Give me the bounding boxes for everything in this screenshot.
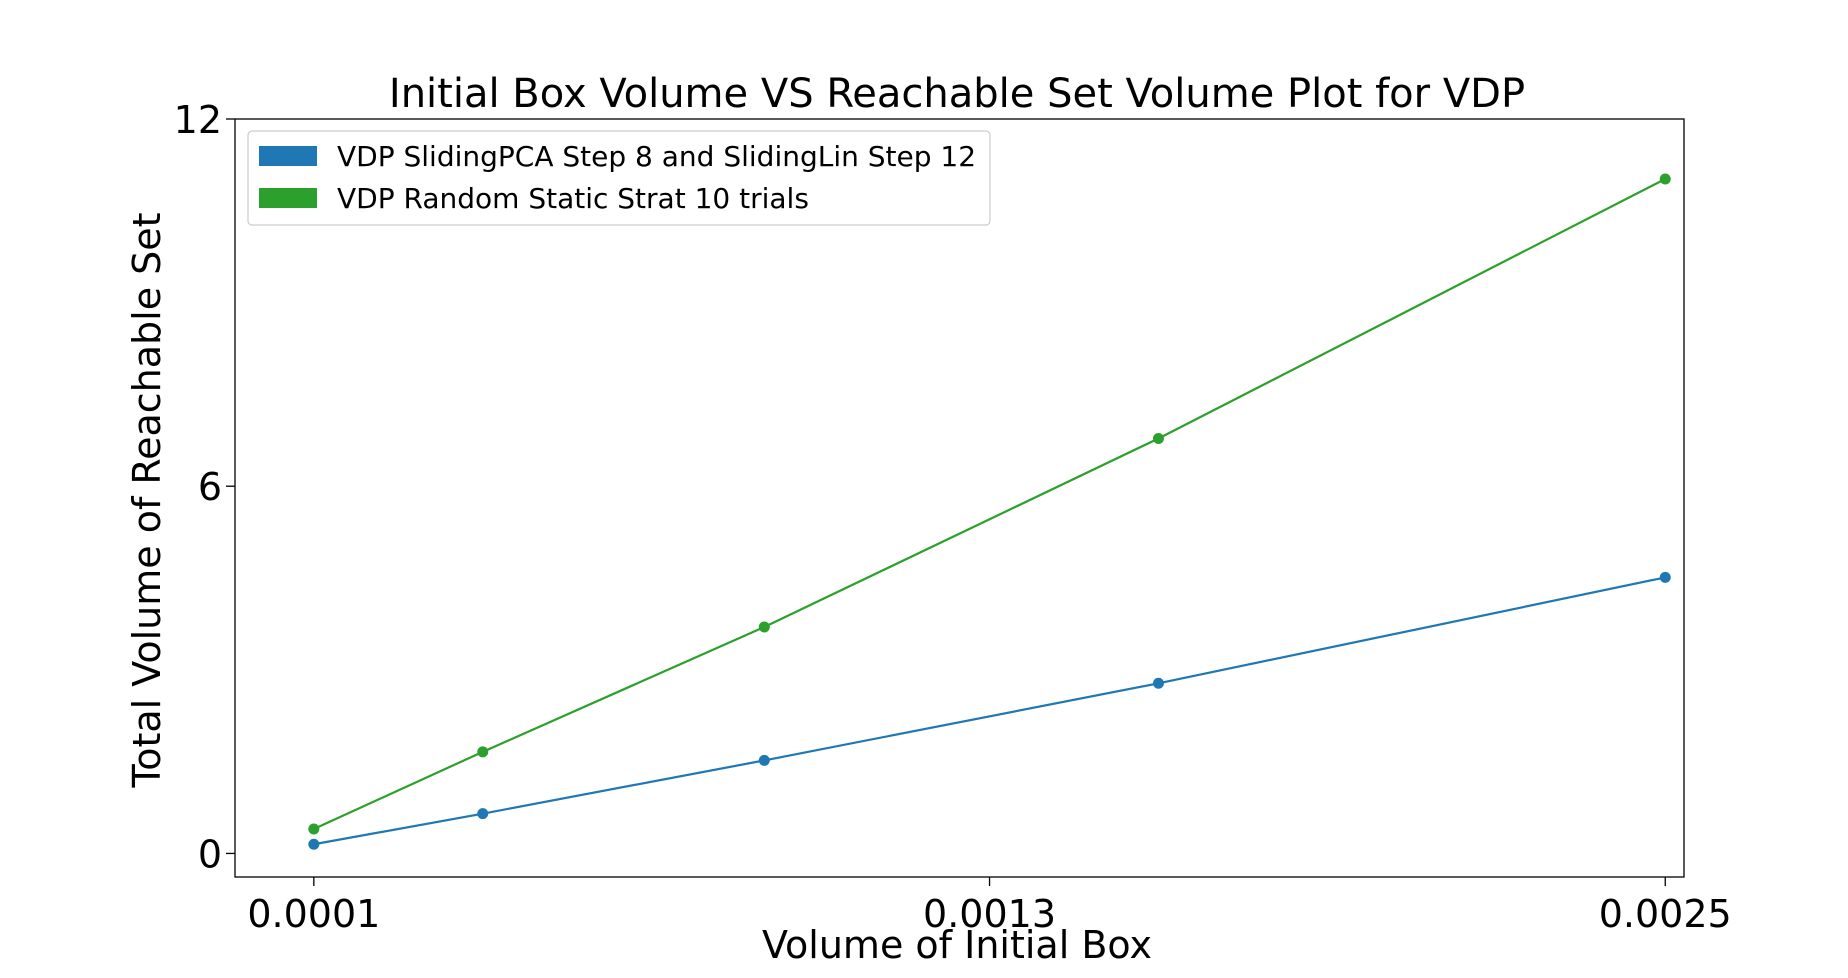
x-tick-label: 0.0001	[247, 892, 380, 936]
y-tick-label: 0	[198, 832, 222, 876]
x-axis-label: Volume of Initial Box	[762, 923, 1152, 967]
series-1-point	[308, 838, 320, 850]
series-2	[308, 173, 1671, 835]
series-2-point	[758, 621, 770, 633]
x-tick-label: 0.0025	[1599, 892, 1732, 936]
y-axis-label: Total Volume of Reachable Set	[125, 212, 169, 788]
plot-frame	[234, 118, 1685, 878]
series-2-point	[308, 823, 320, 835]
legend-item: VDP Random Static Strat 10 trials	[259, 182, 809, 215]
legend-box	[247, 130, 991, 226]
axes-layer: 0.0001 0.0013 0.0025 0 6 12	[174, 98, 1732, 936]
series-layer	[308, 173, 1671, 850]
series-2-point	[1659, 173, 1671, 185]
legend-swatch	[259, 188, 317, 208]
chart-title: Initial Box Volume VS Reachable Set Volu…	[389, 71, 1525, 117]
series-2-point	[477, 746, 489, 758]
y-tick-label: 12	[174, 98, 222, 142]
series-2-point	[1152, 432, 1164, 444]
legend-label: VDP SlidingPCA Step 8 and SlidingLin Ste…	[337, 140, 976, 173]
legend: VDP SlidingPCA Step 8 and SlidingLin Ste…	[247, 130, 991, 226]
legend-swatch	[259, 146, 317, 166]
x-tick-label: 0.0013	[923, 892, 1056, 936]
series-1-point	[758, 754, 770, 766]
series-1-point	[477, 808, 489, 820]
legend-label: VDP Random Static Strat 10 trials	[337, 182, 809, 215]
series-1	[308, 571, 1671, 850]
series-1-point	[1152, 677, 1164, 689]
y-tick-label: 6	[198, 465, 222, 509]
legend-item: VDP SlidingPCA Step 8 and SlidingLin Ste…	[259, 140, 976, 173]
series-1-point	[1659, 571, 1671, 583]
